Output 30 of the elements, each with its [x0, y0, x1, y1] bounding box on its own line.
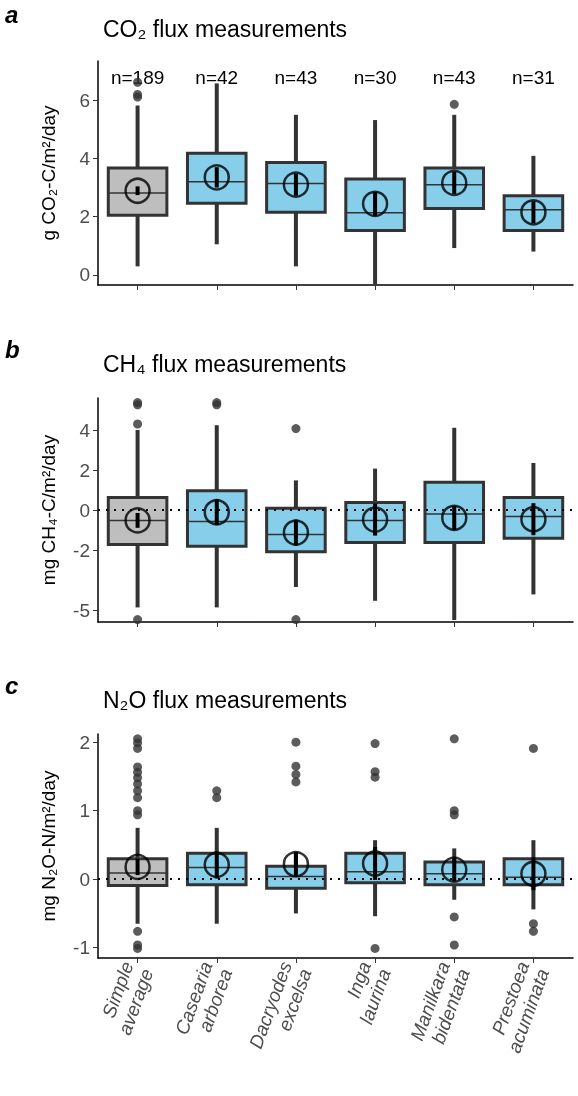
annotation: n=31: [512, 66, 555, 88]
y-tick-label: 2: [79, 731, 90, 753]
y-tick-label: 0: [79, 264, 90, 286]
y-axis-title: mg CH₄-C/m²/day: [38, 434, 59, 586]
chart-title: N₂O flux measurements: [103, 686, 348, 713]
x-tick-label: Inga laurina: [342, 958, 395, 1027]
y-tick-label: 4: [79, 147, 91, 169]
chart-title: CH₄ flux measurements: [103, 350, 347, 377]
y-tick-label: 4: [79, 419, 91, 441]
text: a: [5, 0, 19, 28]
annotation: n=43: [432, 66, 476, 88]
chart-title: CO₂ flux measurements: [103, 15, 348, 42]
y-tick-label: 0: [79, 868, 90, 890]
y-axis-title: mg N₂O-N/m²/day: [38, 770, 59, 922]
annotation: n=189: [110, 66, 165, 88]
y-tick-label: 0: [79, 499, 90, 521]
y-tick-label: 2: [79, 206, 90, 228]
annotation: n=43: [274, 66, 318, 88]
y-tick-label: 1: [79, 800, 90, 822]
y-axis-title: g CO₂-C/m²/day: [38, 104, 59, 241]
text: b: [5, 335, 20, 363]
y-tick-label: -2: [73, 539, 90, 561]
x-tick-label: Simple average: [97, 958, 158, 1038]
y-tick-label: 2: [79, 459, 90, 481]
y-tick-label: -1: [73, 937, 90, 959]
text: c: [5, 671, 19, 699]
y-tick-label: -5: [73, 599, 90, 621]
annotation: n=30: [353, 66, 397, 88]
annotation: n=42: [195, 66, 239, 88]
y-tick-label: 6: [79, 89, 90, 111]
